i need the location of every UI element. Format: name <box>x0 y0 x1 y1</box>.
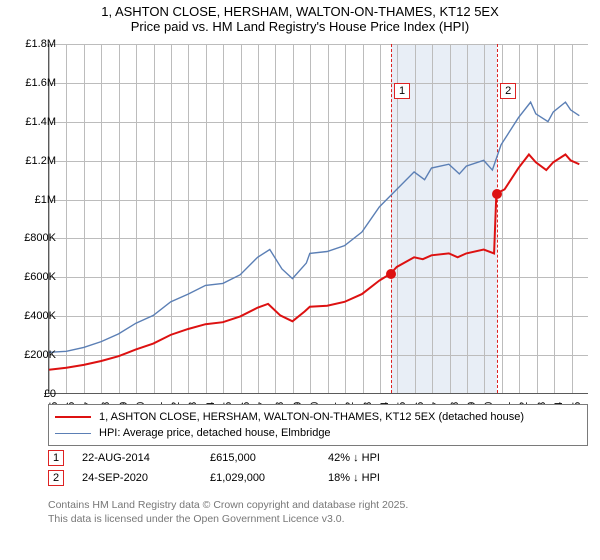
event-price: £1,029,000 <box>210 472 310 484</box>
y-tick-label: £1.8M <box>25 38 56 50</box>
title-line1: 1, ASHTON CLOSE, HERSHAM, WALTON-ON-THAM… <box>0 4 600 19</box>
footer-attribution: Contains HM Land Registry data © Crown c… <box>48 498 588 526</box>
y-tick-label: £1.4M <box>25 116 56 128</box>
legend-label: HPI: Average price, detached house, Elmb… <box>99 427 331 439</box>
title-line2: Price paid vs. HM Land Registry's House … <box>0 19 600 34</box>
legend-swatch <box>55 416 91 418</box>
legend-label: 1, ASHTON CLOSE, HERSHAM, WALTON-ON-THAM… <box>99 411 524 423</box>
y-tick-label: £800K <box>24 232 56 244</box>
title-block: 1, ASHTON CLOSE, HERSHAM, WALTON-ON-THAM… <box>0 0 600 36</box>
chart-plot-area: 12 <box>48 44 588 394</box>
series-hpi <box>49 102 579 352</box>
event-table-row: 1 22-AUG-2014 £615,000 42% ↓ HPI <box>48 448 588 468</box>
event-table-row: 2 24-SEP-2020 £1,029,000 18% ↓ HPI <box>48 468 588 488</box>
y-tick-label: £1.6M <box>25 77 56 89</box>
y-tick-label: £600K <box>24 271 56 283</box>
footer-line2: This data is licensed under the Open Gov… <box>48 512 588 526</box>
y-tick-label: £1.2M <box>25 155 56 167</box>
event-date: 22-AUG-2014 <box>82 452 192 464</box>
event-date: 24-SEP-2020 <box>82 472 192 484</box>
chart-container: 1, ASHTON CLOSE, HERSHAM, WALTON-ON-THAM… <box>0 0 600 560</box>
event-number-badge: 1 <box>48 450 64 466</box>
y-tick-label: £1M <box>35 194 56 206</box>
legend-row: HPI: Average price, detached house, Elmb… <box>55 425 581 441</box>
line-paths <box>49 44 588 393</box>
legend-swatch <box>55 433 91 434</box>
series-property <box>49 154 579 369</box>
event-diff: 42% ↓ HPI <box>328 452 428 464</box>
legend-row: 1, ASHTON CLOSE, HERSHAM, WALTON-ON-THAM… <box>55 409 581 425</box>
y-tick-label: £200K <box>24 349 56 361</box>
event-price: £615,000 <box>210 452 310 464</box>
legend: 1, ASHTON CLOSE, HERSHAM, WALTON-ON-THAM… <box>48 404 588 446</box>
y-tick-label: £0 <box>44 388 56 400</box>
event-table: 1 22-AUG-2014 £615,000 42% ↓ HPI 2 24-SEP-202… <box>48 448 588 488</box>
event-diff: 18% ↓ HPI <box>328 472 428 484</box>
event-number-badge: 2 <box>48 470 64 486</box>
y-tick-label: £400K <box>24 310 56 322</box>
footer-line1: Contains HM Land Registry data © Crown c… <box>48 498 588 512</box>
